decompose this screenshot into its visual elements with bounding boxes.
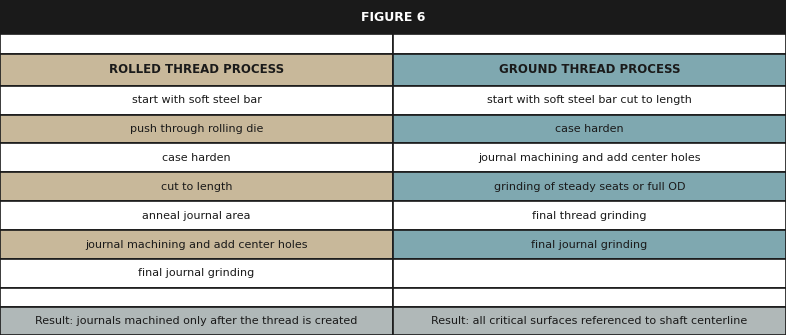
Text: final journal grinding: final journal grinding [531,240,648,250]
Bar [0,34,393,54]
Bar [393,54,786,86]
Text: final thread grinding: final thread grinding [532,211,647,221]
Bar [0,288,393,307]
Text: case harden: case harden [162,153,231,163]
Bar [393,34,786,54]
Text: grinding of steady seats or full OD: grinding of steady seats or full OD [494,182,685,192]
Bar [393,288,786,307]
Text: journal machining and add center holes: journal machining and add center holes [478,153,701,163]
Bar [393,115,786,143]
Text: journal machining and add center holes: journal machining and add center holes [85,240,308,250]
Bar [393,201,786,230]
Bar [0,54,393,86]
Bar [0,0,786,34]
Text: final journal grinding: final journal grinding [138,268,255,278]
Bar [0,259,393,288]
Text: cut to length: cut to length [161,182,232,192]
Bar [0,307,393,335]
Text: GROUND THREAD PROCESS: GROUND THREAD PROCESS [499,63,680,76]
Text: FIGURE 6: FIGURE 6 [361,11,425,24]
Bar [0,172,393,201]
Text: case harden: case harden [555,124,624,134]
Bar [393,172,786,201]
Bar [393,307,786,335]
Text: push through rolling die: push through rolling die [130,124,263,134]
Text: start with soft steel bar cut to length: start with soft steel bar cut to length [487,95,692,105]
Text: ROLLED THREAD PROCESS: ROLLED THREAD PROCESS [109,63,284,76]
Text: anneal journal area: anneal journal area [142,211,251,221]
Bar [393,86,786,115]
Bar [393,143,786,172]
Text: Result: all critical surfaces referenced to shaft centerline: Result: all critical surfaces referenced… [432,316,747,326]
Bar [0,201,393,230]
Bar [0,143,393,172]
Bar [0,230,393,259]
Text: Result: journals machined only after the thread is created: Result: journals machined only after the… [35,316,358,326]
Bar [393,259,786,288]
Bar [393,230,786,259]
Bar [0,86,393,115]
Bar [0,115,393,143]
Text: start with soft steel bar: start with soft steel bar [131,95,262,105]
